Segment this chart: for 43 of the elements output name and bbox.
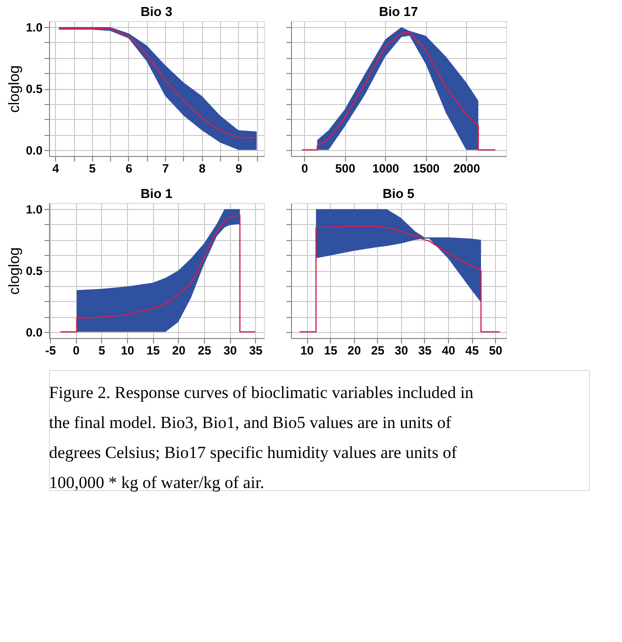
x-tick-label: 5	[89, 162, 96, 176]
x-tick-label: 5	[98, 344, 106, 358]
x-tick-label: 9	[236, 162, 243, 176]
y-tick-label: 0.5	[26, 82, 43, 96]
x-tick-label: 10	[120, 344, 134, 358]
x-tick-label: 30	[223, 344, 238, 358]
y-tick-label: 0.5	[26, 264, 43, 278]
x-tick-label: 30	[394, 344, 408, 358]
x-tick-label: 500	[335, 162, 356, 176]
x-tick-label: 25	[371, 344, 385, 358]
y-tick-label: 1.0	[26, 20, 43, 35]
y-tick-label: 1.0	[26, 202, 43, 217]
y-axis-title: cloglog	[6, 247, 23, 295]
chart-title: Bio 3	[140, 4, 172, 19]
x-tick-label: 50	[488, 344, 503, 358]
x-tick-label: 6	[126, 162, 133, 176]
caption: Figure 2. Response curves of bioclimatic variables included in the final model. Bio3, Bio1, and Bio5 values are in units of degrees Celsius; Bio17 specific humidity values are units of 100,000 * kg of water/kg of air.	[49, 383, 474, 492]
x-tick-label: -5	[45, 344, 56, 358]
chart-title: Bio 5	[382, 186, 414, 201]
chart-title: Bio 1	[140, 186, 172, 201]
chart-title: Bio 17	[378, 4, 418, 19]
x-tick-label: 20	[172, 344, 186, 358]
line-series	[60, 214, 256, 332]
x-tick-label: 2000	[453, 162, 480, 176]
x-tick-label: 25	[198, 344, 212, 358]
x-tick-label: 40	[442, 344, 456, 358]
y-axis-title: cloglog	[6, 65, 23, 113]
x-tick-label: 1500	[412, 162, 440, 176]
x-tick-label: 1000	[372, 162, 400, 176]
x-tick-label: 4	[52, 162, 60, 176]
y-tick-label: 0.0	[26, 143, 43, 158]
x-tick-label: 20	[348, 344, 362, 358]
x-tick-label: 45	[465, 344, 480, 358]
x-tick-label: 15	[146, 344, 160, 358]
y-tick-label: 0.0	[26, 325, 43, 340]
x-tick-label: 0	[301, 162, 308, 176]
x-tick-label: 35	[249, 344, 263, 358]
x-tick-label: 0	[72, 344, 80, 358]
x-tick-label: 7	[162, 162, 170, 176]
x-tick-label: 15	[324, 344, 338, 358]
x-tick-label: 35	[418, 344, 432, 358]
x-tick-label: 8	[198, 162, 206, 176]
x-tick-label: 10	[300, 344, 314, 358]
